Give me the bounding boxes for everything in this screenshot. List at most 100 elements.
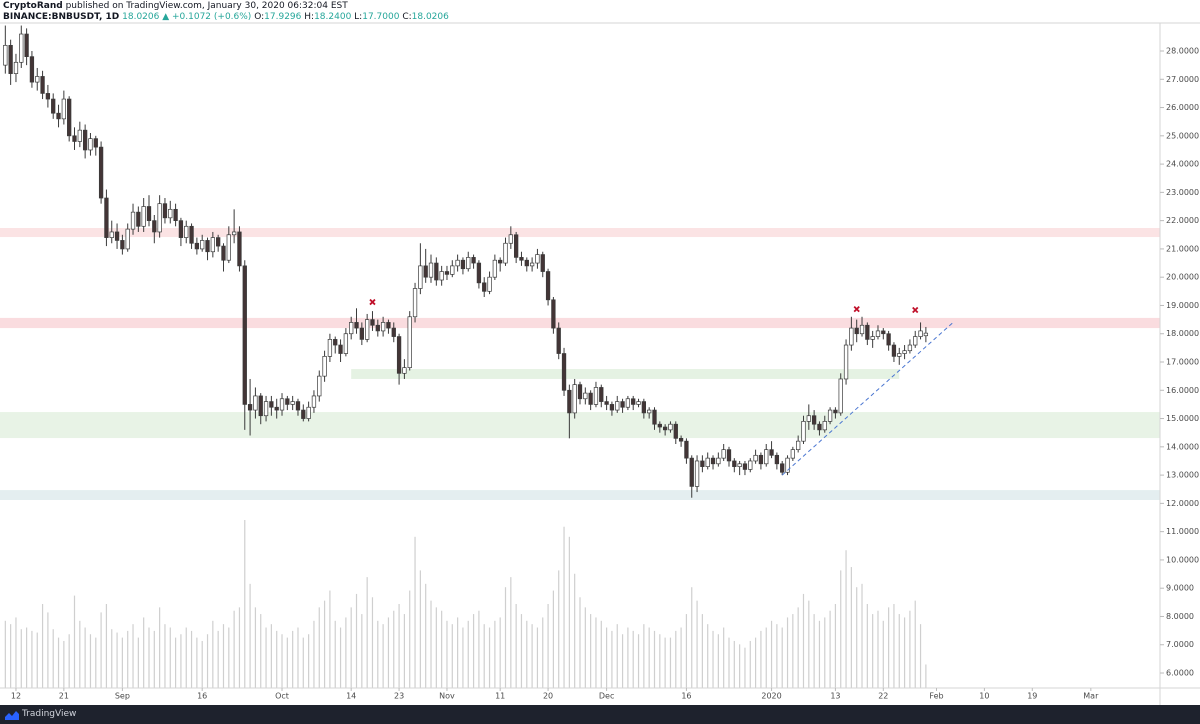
volume-bar	[217, 630, 219, 688]
volume-bar	[760, 630, 762, 688]
volume-bar	[696, 600, 698, 688]
volume-bar	[888, 607, 890, 688]
volume-bar	[526, 620, 528, 688]
volume-bar	[792, 614, 794, 688]
candle-body	[216, 237, 221, 247]
brand[interactable]: TradingView	[22, 709, 77, 719]
x-marker	[369, 298, 376, 306]
volume-bar	[148, 627, 150, 688]
author[interactable]: CryptoRand	[3, 1, 63, 11]
volume-bar	[818, 620, 821, 688]
volume-bar	[419, 570, 421, 688]
volume-bar	[850, 567, 852, 688]
candle-body	[194, 242, 200, 250]
volume-bar	[323, 600, 326, 688]
x-tick-label: 11	[495, 692, 505, 701]
volume-bar	[403, 614, 406, 688]
volume-bar	[238, 607, 241, 688]
volume-bar	[728, 637, 730, 688]
volume-bar	[26, 627, 28, 688]
volume-bar	[669, 637, 672, 688]
zone	[0, 412, 1160, 439]
candle-body	[636, 401, 641, 405]
volume-bar	[286, 637, 288, 688]
x-tick-label: 20	[543, 692, 553, 701]
high: 18.2400	[314, 12, 352, 22]
candle-body	[72, 135, 77, 142]
volume-bar	[302, 637, 304, 688]
open: 17.9296	[264, 12, 302, 22]
volume-bar	[190, 630, 193, 688]
candle-body	[662, 426, 668, 431]
volume-bar	[919, 624, 922, 688]
candle-body	[322, 356, 327, 377]
candle-body	[82, 129, 88, 151]
volume-bar	[228, 627, 230, 688]
candle-body	[412, 288, 418, 318]
volume-bar	[472, 614, 475, 688]
candle-body	[508, 234, 513, 244]
candle-body	[231, 231, 237, 236]
volume-bar	[313, 620, 315, 688]
y-tick-label: 20.0000	[1166, 273, 1199, 282]
x-tick-label: Dec	[599, 692, 614, 701]
volume-bar	[648, 627, 650, 688]
candle-body	[349, 322, 354, 335]
candle-body	[434, 262, 439, 281]
zone	[351, 369, 900, 379]
candle-body	[859, 324, 865, 335]
volume-bar	[504, 587, 507, 688]
volume-bar	[430, 600, 432, 688]
published: published on TradingView.com, January 30…	[65, 1, 348, 11]
candle-body	[3, 44, 8, 66]
x-tick-label: 2020	[761, 692, 781, 701]
volume-bar	[861, 583, 863, 688]
candle-body	[274, 406, 279, 411]
candle-body	[130, 211, 136, 230]
candle-body	[886, 333, 891, 346]
candle-body	[407, 316, 412, 369]
candle-body	[694, 460, 700, 487]
y-tick-label: 26.0000	[1166, 103, 1199, 112]
volume-bar	[206, 634, 209, 688]
candle-body	[652, 409, 657, 425]
zone	[0, 490, 1160, 500]
candle-body	[545, 271, 551, 301]
volume-bar	[925, 664, 927, 688]
volume-bar	[590, 614, 592, 688]
candle-body	[104, 197, 109, 238]
volume-bar	[701, 614, 703, 688]
volume-bar	[68, 634, 70, 688]
volume-bar	[233, 610, 235, 688]
volume-bar	[552, 590, 554, 688]
candle-body	[56, 112, 61, 120]
candle-body	[279, 398, 285, 411]
volume-bar	[153, 630, 155, 688]
y-tick-label: 27.0000	[1166, 75, 1199, 84]
volume-bar	[281, 634, 283, 688]
volume-bar	[435, 607, 437, 688]
volume-bar	[584, 607, 586, 688]
y-tick-label: 6.0000	[1166, 669, 1194, 678]
volume-bar	[882, 620, 884, 688]
candle-body	[40, 76, 45, 94]
x-marker	[912, 306, 919, 314]
candle-body	[588, 392, 593, 405]
y-tick-label: 9.0000	[1166, 584, 1194, 593]
candle-body	[396, 336, 402, 374]
volume-bar	[637, 634, 640, 688]
volume-bar	[159, 607, 161, 688]
candle-body	[716, 457, 721, 465]
candle-body	[625, 398, 631, 408]
candle-body	[647, 409, 652, 414]
volume-bar	[909, 610, 911, 688]
candle-body	[865, 324, 870, 340]
volume-bar	[276, 630, 278, 688]
volume-bar	[467, 620, 469, 688]
volume-bar	[872, 614, 874, 688]
logo	[5, 711, 19, 720]
candle-body	[577, 384, 583, 400]
volume-bar	[866, 604, 868, 688]
volume-bar	[680, 627, 682, 688]
candle-body	[721, 449, 726, 459]
